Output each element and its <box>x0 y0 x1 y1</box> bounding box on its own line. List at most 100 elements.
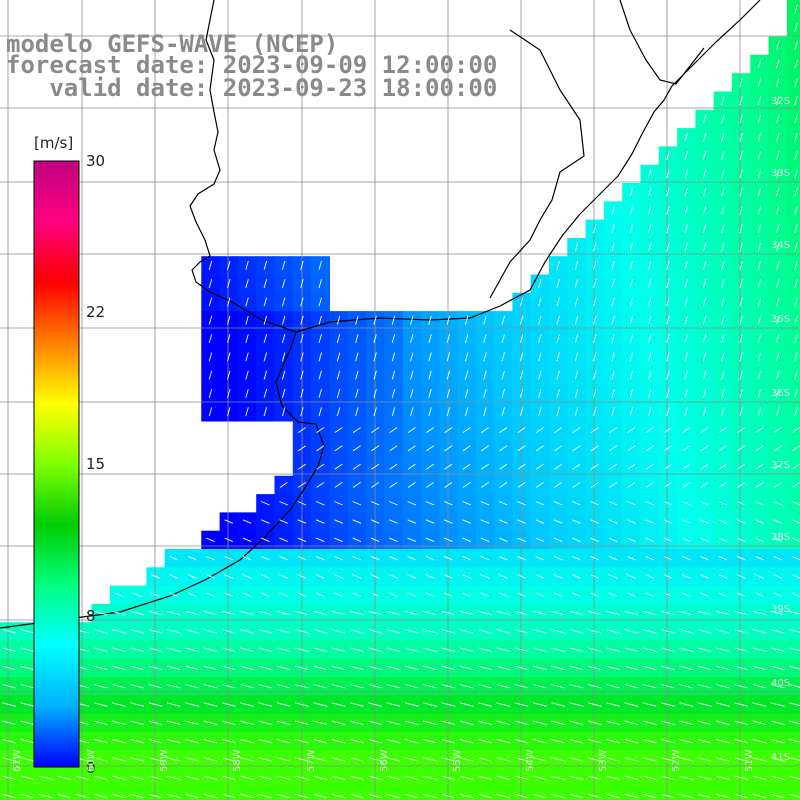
wind-arrow <box>642 738 657 744</box>
wind-arrow <box>514 610 529 616</box>
wind-arrow <box>245 334 249 344</box>
wind-arrow <box>410 315 414 325</box>
wind-arrow <box>697 629 712 634</box>
wind-arrow <box>208 260 213 270</box>
wind-arrow <box>663 463 672 470</box>
wind-arrow <box>20 757 35 762</box>
wind-cell <box>0 786 19 800</box>
wind-arrow <box>391 370 396 380</box>
wind-arrow <box>794 224 798 234</box>
wind-arrow <box>462 537 471 543</box>
wind-arrow <box>276 665 291 671</box>
wind-arrow <box>206 574 215 579</box>
wind-arrow <box>352 427 361 433</box>
wind-arrow <box>459 793 474 799</box>
wind-cell <box>622 786 642 800</box>
wind-arrow <box>757 151 762 161</box>
wind-arrow <box>478 684 492 689</box>
wind-arrow <box>221 793 236 799</box>
wind-arrow <box>295 720 309 726</box>
wind-arrow <box>700 445 709 452</box>
wind-arrow <box>355 315 359 325</box>
wind-arrow <box>281 352 286 362</box>
wind-arrow <box>166 775 181 780</box>
wind-arrow <box>572 463 581 470</box>
wind-arrow <box>132 592 142 597</box>
wind-arrow <box>276 684 291 689</box>
wind-arrow <box>702 224 707 234</box>
wind-arrow <box>736 574 746 579</box>
wind-cell <box>603 786 623 800</box>
wind-arrow <box>736 501 746 506</box>
wind-arrow <box>334 501 343 506</box>
wind-arrow <box>444 501 453 506</box>
wind-arrow <box>459 757 474 762</box>
wind-arrow <box>428 334 432 344</box>
wind-arrow <box>263 279 268 289</box>
wind-arrow <box>185 684 200 689</box>
wind-arrow <box>554 482 563 488</box>
wind-arrow <box>624 793 639 799</box>
wind-arrow <box>240 720 254 726</box>
wind-arrow <box>316 463 325 470</box>
wind-arrow <box>645 537 654 543</box>
wind-arrow <box>627 574 636 579</box>
wind-arrow <box>791 592 800 597</box>
wind-arrow <box>551 665 566 671</box>
wind-cell <box>750 786 770 800</box>
wind-arrow <box>336 407 341 417</box>
wind-arrow <box>792 482 800 488</box>
wind-arrow <box>151 574 160 579</box>
wind-arrow <box>187 574 197 579</box>
wind-arrow <box>227 407 231 417</box>
wind-arrow <box>629 205 634 215</box>
wind-arrow <box>263 388 268 398</box>
wind-arrow <box>355 334 359 344</box>
wind-arrow <box>391 315 396 325</box>
wind-arrow <box>679 757 694 762</box>
wind-arrow <box>464 334 469 344</box>
wind-arrow <box>444 463 453 470</box>
wind-arrow <box>572 519 581 524</box>
wind-arrow <box>587 647 602 652</box>
wind-arrow <box>446 407 451 417</box>
wind-arrow <box>757 169 762 179</box>
wind-arrow <box>386 757 401 762</box>
wind-arrow <box>755 463 764 470</box>
wind-arrow <box>624 702 639 707</box>
wind-arrow <box>663 537 673 543</box>
wind-arrow <box>697 684 712 689</box>
wind-cell <box>786 475 800 495</box>
wind-arrow <box>279 555 288 561</box>
wind-arrow <box>794 370 798 380</box>
wind-arrow <box>514 647 529 652</box>
wind-arrow <box>185 610 200 616</box>
wind-arrow <box>227 352 231 362</box>
wind-arrow <box>480 592 490 597</box>
wind-arrow <box>697 647 712 652</box>
wind-arrow <box>789 665 800 670</box>
wind-arrow <box>702 352 707 362</box>
wind-arrow <box>697 720 712 726</box>
wind-arrow <box>496 647 511 652</box>
wind-arrow <box>462 592 471 597</box>
wind-arrow <box>2 629 17 634</box>
wind-cell <box>530 786 550 800</box>
wind-arrow <box>258 610 273 616</box>
wind-arrow <box>721 96 725 106</box>
wind-arrow <box>647 205 652 215</box>
wind-arrow <box>444 592 453 597</box>
wind-arrow <box>441 665 456 671</box>
wind-arrow <box>240 629 254 634</box>
wind-arrow <box>538 297 542 307</box>
wind-arrow <box>721 242 725 252</box>
wind-arrow <box>702 114 707 124</box>
wind-arrow <box>297 427 306 433</box>
wind-arrow <box>483 352 487 362</box>
wind-cell <box>786 91 800 111</box>
wind-arrow <box>349 757 364 762</box>
wind-arrow <box>148 629 163 634</box>
wind-arrow <box>627 501 636 506</box>
wind-arrow <box>755 555 764 561</box>
wind-arrow <box>227 279 231 289</box>
